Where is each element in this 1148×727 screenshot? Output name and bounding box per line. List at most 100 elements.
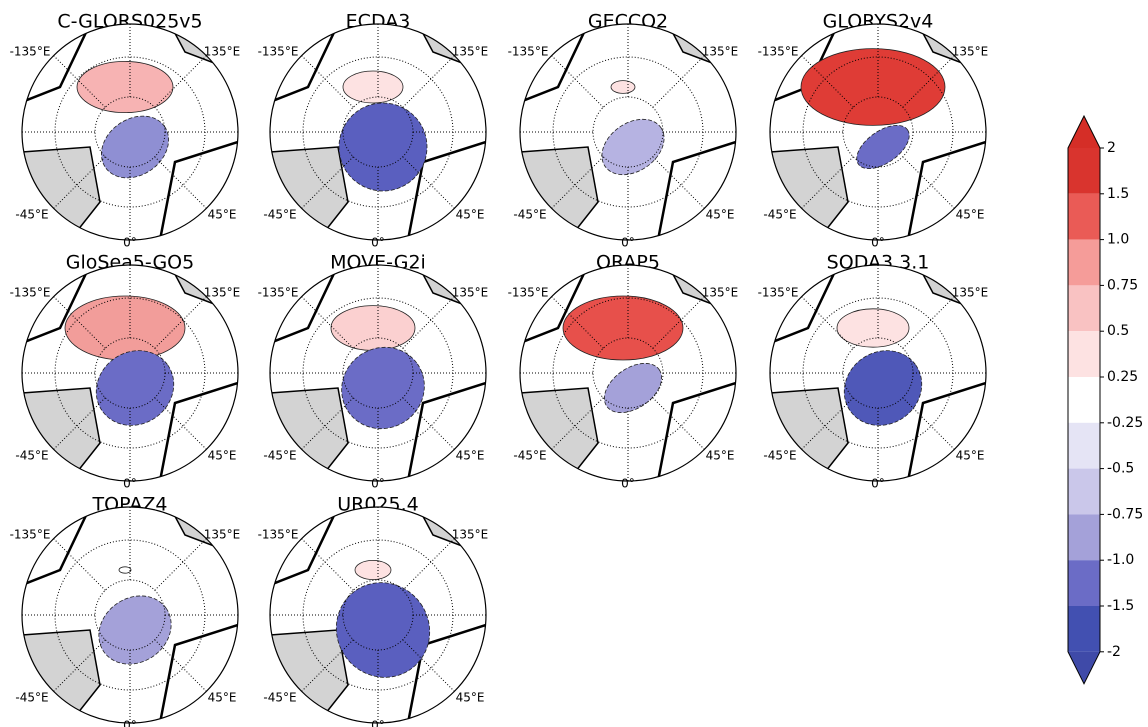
meridian <box>154 639 207 692</box>
longitude-label: 135°E <box>952 45 989 59</box>
longitude-label: 0° <box>871 236 885 250</box>
longitude-label: -135°E <box>10 45 51 59</box>
map-panel: UR025.4-135°E 135°E-45°E 45°E0° <box>258 494 489 727</box>
meridian <box>53 397 106 450</box>
map-panel: ECDA3-135°E 135°E-45°E 45°E0° <box>258 11 489 250</box>
longitude-label: 0° <box>123 236 137 250</box>
map-panel: GECCO2-135°E 135°E-45°E 45°E0° <box>508 11 739 250</box>
longitude-label: -135°E <box>258 45 299 59</box>
map-border <box>21 506 239 724</box>
colorbar-tick-label: -1.5 <box>1107 598 1134 614</box>
positive-anomaly <box>800 48 946 126</box>
longitude-label: 45°E <box>208 449 237 463</box>
longitude-label: -135°E <box>258 528 299 542</box>
longitude-label: 45°E <box>208 208 237 222</box>
longitude-label: -45°E <box>15 691 48 705</box>
meridian <box>402 538 455 591</box>
colorbar-segment <box>1068 193 1100 240</box>
longitude-label: 0° <box>371 236 385 250</box>
longitude-label: 135°E <box>952 286 989 300</box>
negative-anomaly <box>338 102 428 192</box>
longitude-label: -45°E <box>263 691 296 705</box>
longitude-label: -135°E <box>508 45 549 59</box>
meridian <box>902 156 955 209</box>
meridian <box>402 397 455 450</box>
meridian <box>402 296 455 349</box>
meridian <box>402 55 455 108</box>
longitude-label: -135°E <box>10 528 51 542</box>
positive-anomaly <box>76 61 174 114</box>
map-body <box>22 265 238 481</box>
meridian <box>53 296 106 349</box>
longitude-label: 0° <box>621 477 635 491</box>
longitude-label: 0° <box>371 477 385 491</box>
longitude-label: 0° <box>871 477 885 491</box>
positive-anomaly <box>342 70 404 104</box>
meridian <box>53 55 106 108</box>
map-border <box>519 264 737 482</box>
map-panel: ORAP5-135°E 135°E-45°E 45°E0° <box>508 252 739 491</box>
positive-anomaly <box>562 295 684 361</box>
map-panel: C-GLORS025v5 -135°E 135°E -45°E 45°E 0° <box>10 11 241 250</box>
longitude-label: 135°E <box>204 45 241 59</box>
longitude-label: 45°E <box>956 208 985 222</box>
meridian <box>402 156 455 209</box>
colorbar-segment <box>1068 514 1100 561</box>
map-border <box>519 23 737 241</box>
map-panel: MOVE-G2i-135°E 135°E-45°E 45°E0° <box>258 252 489 491</box>
longitude-label: -135°E <box>508 286 549 300</box>
colorbar-tick-label: 1.0 <box>1107 232 1129 248</box>
negative-anomaly <box>98 595 172 665</box>
meridian <box>154 538 207 591</box>
negative-anomaly <box>95 350 175 426</box>
panel-title: C-GLORS025v5 <box>57 11 202 33</box>
positive-anomaly <box>354 560 392 581</box>
colorbar-tick-label: -2 <box>1107 644 1121 660</box>
map-panel: SODA3.3.1-135°E 135°E-45°E 45°E0° <box>758 252 989 491</box>
longitude-label: -135°E <box>758 286 799 300</box>
negative-anomaly <box>843 350 923 426</box>
meridian <box>801 397 854 450</box>
longitude-label: -135°E <box>258 286 299 300</box>
map-body <box>22 24 238 240</box>
longitude-label: 45°E <box>956 449 985 463</box>
longitude-label: 135°E <box>702 286 739 300</box>
meridian <box>154 156 207 209</box>
colorbar-segment <box>1068 422 1100 469</box>
meridian <box>53 639 106 692</box>
longitude-label: -45°E <box>513 208 546 222</box>
map-panel: TOPAZ4-135°E 135°E-45°E 45°E0° <box>10 494 241 727</box>
colorbar-tick-label: 1.5 <box>1107 186 1129 202</box>
longitude-label: 45°E <box>456 208 485 222</box>
map-border <box>21 23 239 241</box>
positive-anomaly <box>64 295 186 361</box>
meridian <box>652 55 705 108</box>
positive-anomaly <box>118 566 132 574</box>
longitude-label: 135°E <box>452 45 489 59</box>
negative-anomaly <box>603 362 663 414</box>
longitude-label: -45°E <box>263 449 296 463</box>
longitude-label: 135°E <box>702 45 739 59</box>
colorbar-segment <box>1068 468 1100 515</box>
colorbar-tick-label: 0.25 <box>1107 369 1138 385</box>
map-panel: GLORYS2v4-135°E 135°E-45°E 45°E0° <box>758 11 989 250</box>
colorbar-extend-bottom <box>1068 651 1100 684</box>
meridian <box>551 296 604 349</box>
map-body <box>520 24 736 240</box>
meridian <box>801 55 854 108</box>
longitude-label: 45°E <box>706 449 735 463</box>
meridian <box>301 156 354 209</box>
meridian <box>154 296 207 349</box>
map-panel: GloSea5-GO5 -135°E 135°E -45°E 45°E 0° <box>10 252 241 491</box>
negative-anomaly <box>856 124 910 170</box>
map-border <box>769 264 987 482</box>
longitude-label: -135°E <box>758 45 799 59</box>
meridian <box>652 156 705 209</box>
meridian <box>402 639 455 692</box>
colorbar-tick-label: 0.5 <box>1107 323 1129 339</box>
meridian <box>652 296 705 349</box>
panel-title: GloSea5-GO5 <box>66 252 194 274</box>
map-body <box>770 265 986 481</box>
longitude-label: 45°E <box>456 449 485 463</box>
